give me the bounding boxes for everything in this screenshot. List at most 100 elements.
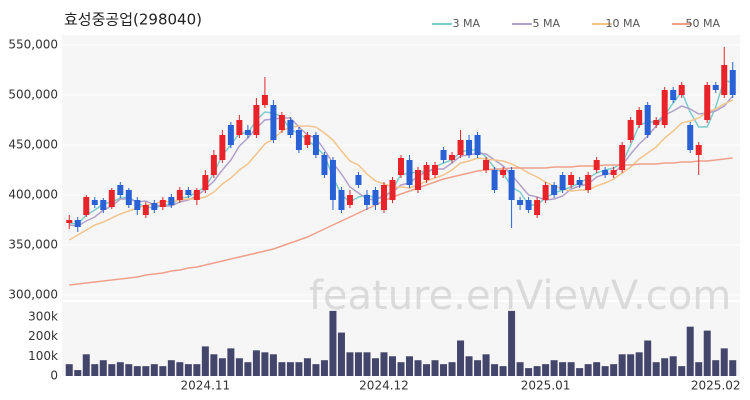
volume-bar <box>312 364 320 376</box>
volume-bar <box>457 340 465 376</box>
candle-body <box>304 135 311 145</box>
candle-body <box>729 70 736 95</box>
y-tick-label: 450,000 <box>8 138 58 152</box>
volume-bar <box>525 368 533 376</box>
volume-bar <box>388 356 396 376</box>
volume-bar <box>329 310 337 376</box>
candle-body <box>389 180 396 200</box>
candle-body <box>227 125 234 145</box>
candle-body <box>610 170 617 175</box>
candle-body <box>559 175 566 190</box>
candle-body <box>142 205 149 215</box>
candle-body <box>457 140 464 155</box>
volume-bar <box>601 366 609 376</box>
volume-bar <box>542 364 550 376</box>
volume-bar <box>499 366 507 376</box>
candle-body <box>83 197 90 215</box>
volume-bar <box>406 356 414 376</box>
volume-bar <box>363 352 371 376</box>
volume-bar <box>414 360 422 376</box>
candle-body <box>193 190 200 200</box>
volume-bar <box>125 364 133 376</box>
candle-body <box>338 190 345 210</box>
candle-body <box>295 130 302 150</box>
candle-body <box>219 135 226 160</box>
y-tick-label: 350,000 <box>8 238 58 252</box>
volume-bar <box>627 354 635 376</box>
volume-bar <box>142 366 150 376</box>
candle-body <box>398 158 404 175</box>
candle-body <box>466 140 473 155</box>
legend-label[interactable]: 3 MA <box>452 17 480 30</box>
volume-bar <box>593 362 601 376</box>
volume-bar <box>320 360 328 376</box>
candle-body <box>602 170 609 175</box>
candle-body <box>91 200 98 205</box>
candle-body <box>636 110 643 125</box>
volume-bar <box>397 362 405 376</box>
volume-bar <box>244 362 252 376</box>
candle-body <box>449 155 456 160</box>
volume-bar <box>269 354 277 376</box>
candle-body <box>568 175 575 185</box>
candle-body <box>687 125 694 150</box>
volume-bar <box>618 354 626 376</box>
chart-title: 효성중공업(298040) <box>64 11 202 29</box>
volume-bar <box>380 352 388 376</box>
volume-bar <box>474 360 482 376</box>
volume-tick-label: 0 <box>50 369 58 383</box>
candle-body <box>125 190 132 205</box>
volume-bar <box>218 358 226 376</box>
volume-bar <box>74 370 82 376</box>
volume-bar <box>644 340 652 376</box>
candle-body <box>355 175 362 185</box>
y-tick-label: 400,000 <box>8 188 58 202</box>
candle-body <box>695 145 702 155</box>
candle-body <box>593 160 600 170</box>
legend-label[interactable]: 10 MA <box>605 17 640 30</box>
candle-body <box>270 105 277 140</box>
volume-bar <box>431 360 439 376</box>
candle-body <box>551 185 558 195</box>
volume-bar <box>176 362 184 376</box>
candle-body <box>185 190 192 195</box>
candle-body <box>100 200 107 210</box>
volume-bar <box>686 326 694 376</box>
volume-bar <box>235 358 243 376</box>
volume-bar <box>576 368 584 376</box>
legend-label[interactable]: 50 MA <box>685 17 720 30</box>
volume-bar <box>635 352 643 376</box>
candle-body <box>508 170 515 200</box>
candle-body <box>363 195 370 205</box>
volume-bar <box>295 362 303 376</box>
volume-bar <box>678 366 686 376</box>
candle-body <box>525 200 532 210</box>
volume-bar <box>201 346 209 376</box>
candle-body <box>474 135 481 155</box>
volume-bar <box>491 364 499 376</box>
volume-bar <box>99 360 107 376</box>
candle-body <box>159 200 166 207</box>
candle-body <box>372 190 379 205</box>
candle-body <box>74 220 81 227</box>
volume-bar <box>567 362 575 376</box>
candle-body <box>406 160 413 185</box>
candle-body <box>585 175 592 190</box>
candle-body <box>678 85 685 95</box>
volume-bar <box>448 362 456 376</box>
candle-body <box>168 197 175 205</box>
legend-label[interactable]: 5 MA <box>532 17 560 30</box>
candle-body <box>721 65 728 95</box>
volume-bar <box>720 348 728 376</box>
volume-bar <box>371 358 379 376</box>
candle-body <box>210 155 217 175</box>
volume-bar <box>227 348 235 376</box>
candle-body <box>202 175 209 190</box>
candle-body <box>653 120 660 125</box>
volume-tick-label: 300k <box>28 309 58 323</box>
candle-body <box>500 170 507 175</box>
candle-body <box>491 170 498 190</box>
candle-body <box>619 145 626 170</box>
volume-bar <box>440 364 448 376</box>
volume-bar <box>610 364 618 376</box>
